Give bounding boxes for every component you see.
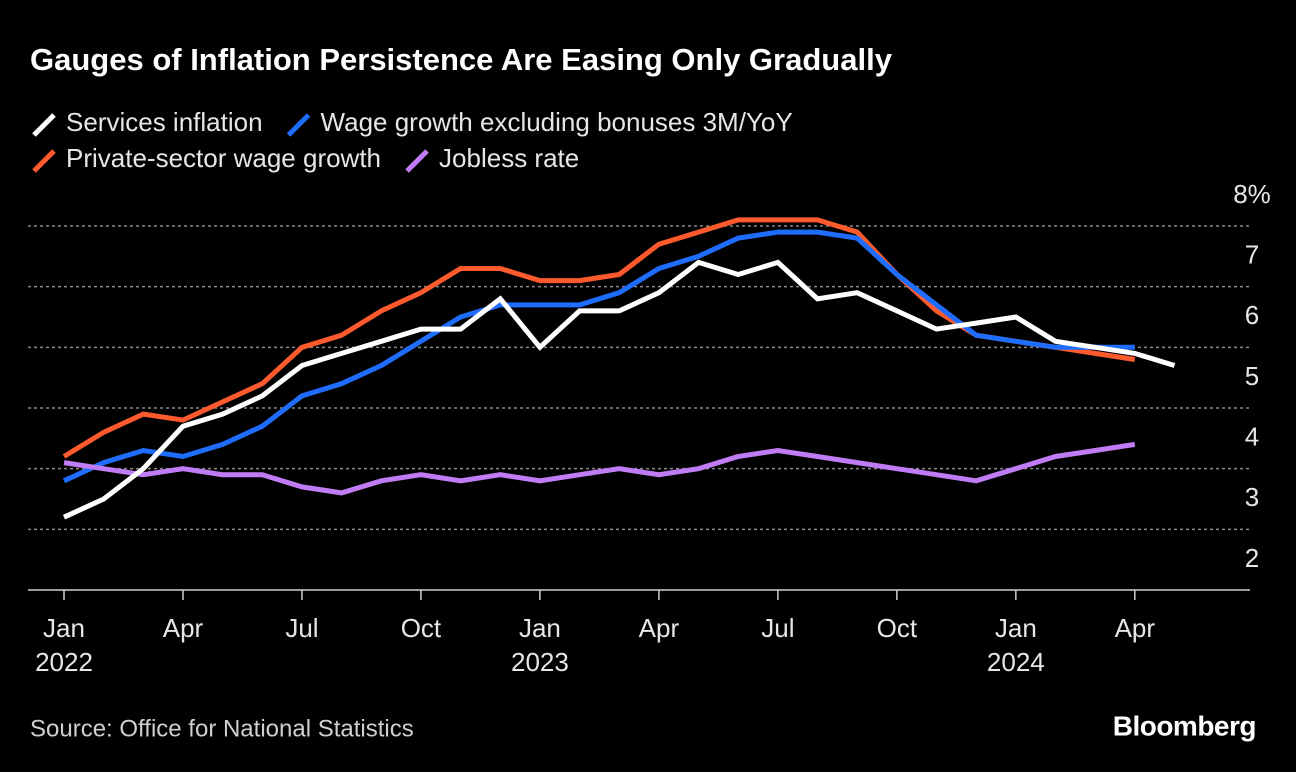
legend-label: Jobless rate — [439, 143, 579, 173]
x-tick-year: 2023 — [511, 647, 569, 677]
x-tick-label: Oct — [877, 613, 918, 643]
series-line — [62, 259, 1176, 520]
x-tick-label: Jul — [285, 613, 318, 643]
y-tick-label: 2 — [1245, 543, 1259, 573]
legend-swatch — [286, 113, 311, 137]
x-tick-label: Oct — [401, 613, 442, 643]
chart-title: Gauges of Inflation Persistence Are Easi… — [30, 42, 893, 77]
series-line — [62, 217, 1136, 459]
x-tick-year: 2024 — [987, 647, 1045, 677]
x-tick-label: Jul — [761, 613, 794, 643]
legend-label: Wage growth excluding bonuses 3M/YoY — [321, 107, 793, 137]
y-tick-label: 8% — [1233, 179, 1271, 209]
y-tick-label: 7 — [1245, 240, 1259, 270]
y-tick-label: 4 — [1245, 422, 1259, 452]
legend-swatch — [405, 149, 429, 173]
x-tick-label: Apr — [163, 613, 204, 643]
x-tick-label: Apr — [639, 613, 680, 643]
legend-label: Private-sector wage growth — [66, 143, 381, 173]
x-tick-year: 2022 — [35, 647, 93, 677]
source: Source: Office for National Statistics — [30, 715, 414, 742]
series-line — [62, 229, 1135, 484]
legend-swatch — [32, 149, 56, 173]
y-tick-label: 6 — [1245, 300, 1259, 330]
brand-logo: Bloomberg — [1113, 710, 1256, 741]
series-line — [63, 441, 1136, 496]
y-tick-label: 3 — [1245, 482, 1259, 512]
x-tick-label: Jan — [519, 613, 561, 643]
x-tick-label: Jan — [995, 613, 1037, 643]
x-tick-label: Jan — [43, 613, 85, 643]
y-tick-label: 5 — [1245, 361, 1259, 391]
legend-swatch — [32, 113, 56, 137]
x-tick-label: Apr — [1115, 613, 1156, 643]
legend-label: Services inflation — [66, 107, 263, 137]
